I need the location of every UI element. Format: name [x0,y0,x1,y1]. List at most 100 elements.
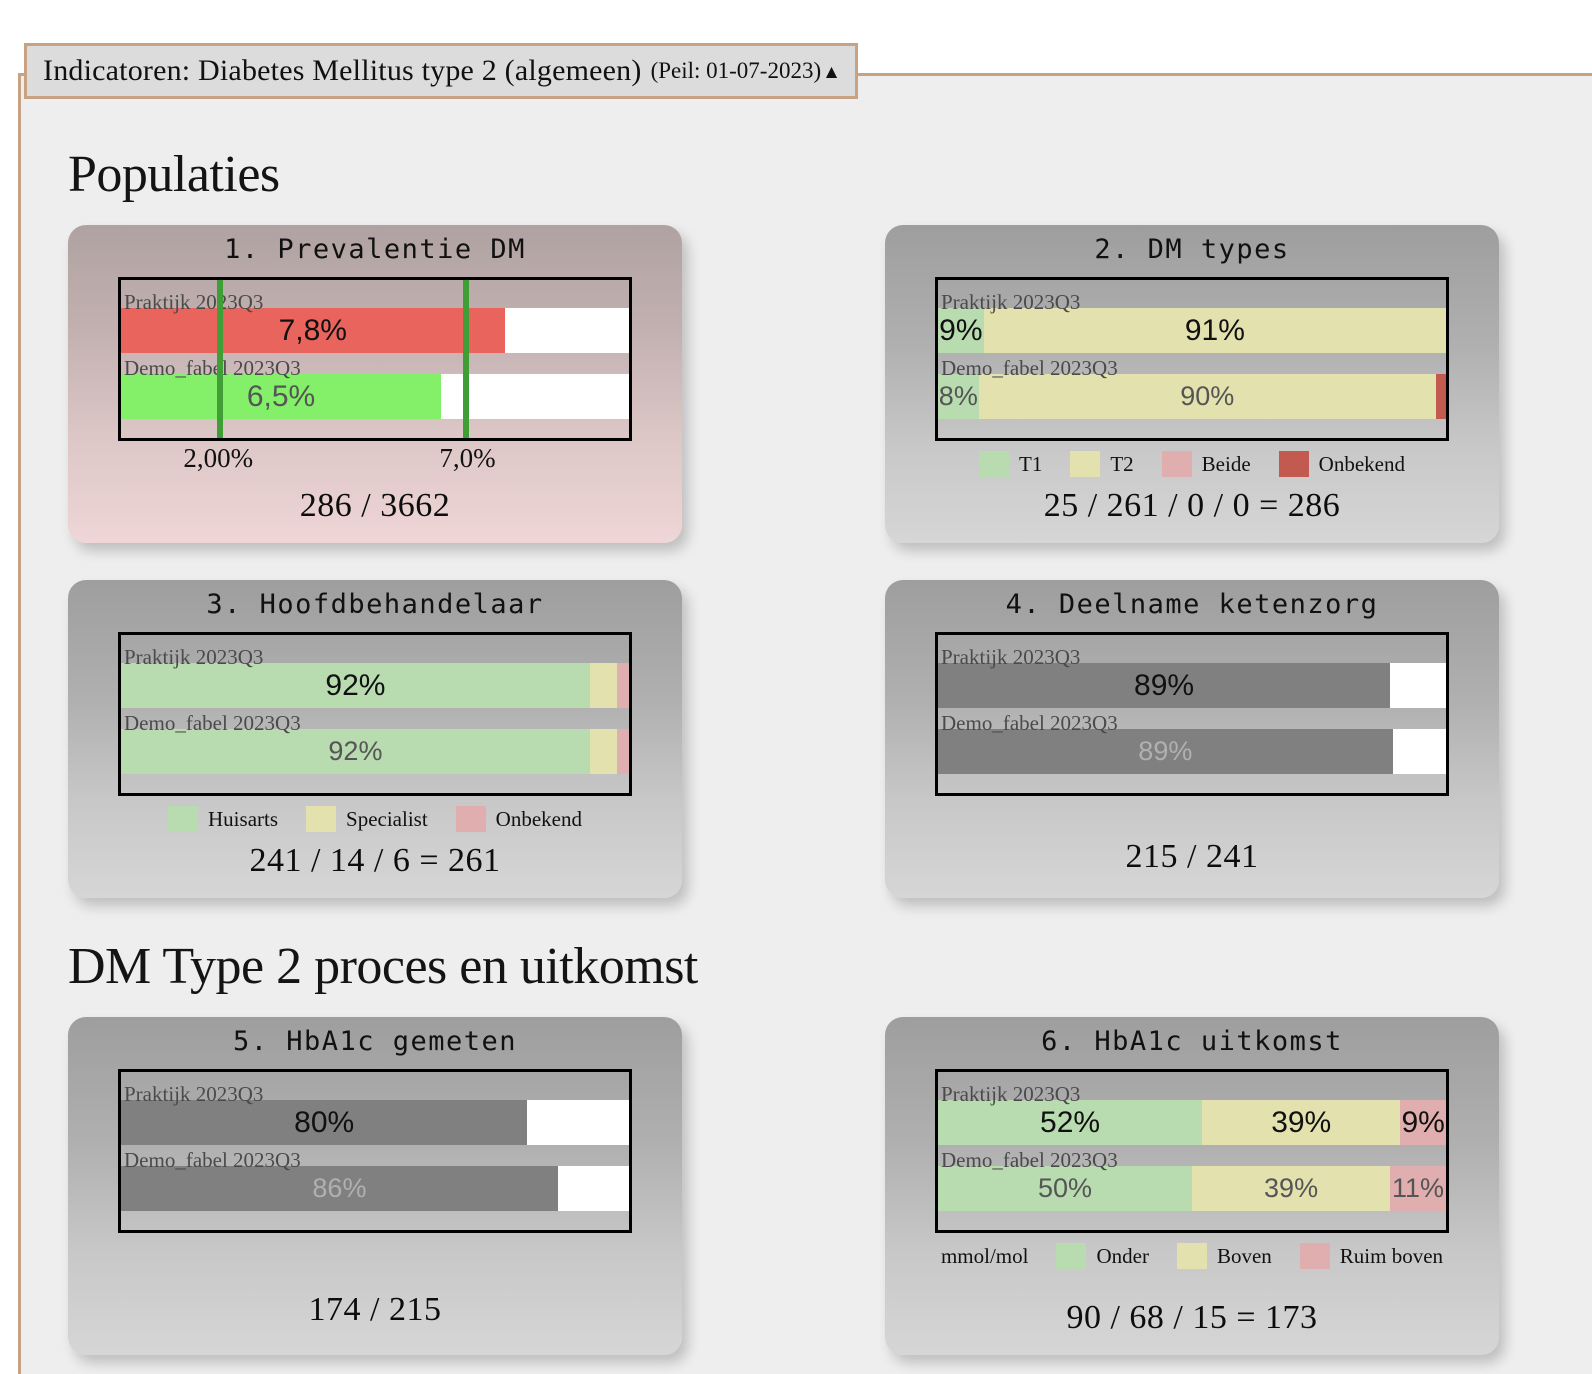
bar-segment: 7,8% [121,308,505,353]
bar-segment: 91% [983,308,1446,353]
bar-segment: 11% [1390,1166,1446,1211]
bar-segment: 39% [1192,1166,1391,1211]
bar-segment: 86% [121,1166,558,1211]
series-label: Demo_fabel 2023Q3 [941,356,1118,380]
axis-ticks: 2,00% 7,0% [118,441,632,483]
bar-segment [617,729,629,774]
legend-label: Onder [1096,1243,1149,1268]
card-counts: 241 / 14 / 6 = 261 [249,842,501,879]
chart-legend: T1 T2 Beide Onbekend [885,451,1499,477]
card-title: 6. HbA1c uitkomst [1041,1026,1343,1057]
bar-segment: 8% [938,374,979,419]
series-label: Praktijk 2023Q3 [941,645,1081,669]
legend-label: Ruim boven [1339,1243,1444,1268]
card-title: 2. DM types [1094,234,1290,265]
bar-segment [589,663,618,708]
bar-segment: 50% [938,1166,1192,1211]
bar-segment: 89% [938,663,1391,708]
series-label: Praktijk 2023Q3 [941,290,1081,314]
bar-track: 6,5% [121,374,629,419]
bar-track: 50% 39% 11% [938,1166,1446,1211]
indicator-card-dm-types[interactable]: 2. DM types Praktijk 2023Q3 9% 91% Demo_fabe… [885,225,1499,543]
bar-segment: 52% [938,1100,1203,1145]
bar-segment: 89% [938,729,1393,774]
axis-tick-label: 7,0% [439,443,496,473]
plot-inner: Praktijk 2023Q3 7,8% Demo_fabel 2023Q3 6,5% [121,280,629,438]
bar-segment: 39% [1202,1100,1401,1145]
axis-tick-label: 2,00% [183,443,254,473]
bar-segment [589,729,618,774]
section-heading-proces: DM Type 2 proces en uitkomst [68,938,698,995]
legend-swatch-icon [455,806,486,832]
plot-inner: Praktijk 2023Q3 52% 39% 9% Demo_fabel 2023Q3… [938,1072,1446,1230]
bar-track: 86% [121,1166,629,1211]
indicator-panel-header[interactable]: Indicatoren: Diabetes Mellitus type 2 (a… [24,43,858,99]
indicator-card-deelname-ketenzorg[interactable]: 4. Deelname ketenzorg Praktijk 2023Q3 89% D… [885,580,1499,898]
bar-segment: 9% [938,308,984,353]
card-plot-area: Praktijk 2023Q3 92% Demo_fabel 2023Q3 92% [118,632,632,796]
legend-label: T1 [1019,451,1043,476]
card-plot-area: Praktijk 2023Q3 89% Demo_fabel 2023Q3 89% [935,632,1449,796]
legend-swatch-icon [1299,1243,1330,1269]
plot-inner: Praktijk 2023Q3 9% 91% Demo_fabel 2023Q3 8% 9… [938,280,1446,438]
indicator-card-hoofdbehandelaar[interactable]: 3. Hoofdbehandelaar Praktijk 2023Q3 92% Dem… [68,580,682,898]
indicator-panel-title: Indicatoren: Diabetes Mellitus type 2 (a… [43,54,642,87]
bar-segment: 6,5% [121,374,442,419]
legend-swatch-icon [1070,451,1101,477]
bar-track: 92% [121,663,629,708]
legend-item: Onder [1056,1243,1149,1269]
legend-label: Huisarts [208,806,279,831]
card-counts: 174 / 215 [308,1291,442,1328]
legend-swatch-icon [979,451,1010,477]
card-plot-area: Praktijk 2023Q3 80% Demo_fabel 2023Q3 86% [118,1069,632,1233]
plot-inner: Praktijk 2023Q3 89% Demo_fabel 2023Q3 89% [938,635,1446,793]
legend-unit-label: mmol/mol [940,1243,1029,1268]
legend-item: Huisarts [168,806,278,832]
legend-item: Boven [1176,1243,1272,1269]
legend-label: Specialist [346,806,428,831]
legend-label: Boven [1216,1243,1272,1268]
bar-segment: 92% [121,729,590,774]
series-label: Praktijk 2023Q3 [124,290,264,314]
legend-item: Beide [1161,451,1251,477]
bar-track: 8% 90% [938,374,1446,419]
card-counts: 286 / 3662 [299,487,451,524]
card-title: 5. HbA1c gemeten [232,1026,518,1057]
chart-legend: Huisarts Specialist Onbekend [68,806,682,832]
card-title: 4. Deelname ketenzorg [1005,589,1379,620]
card-plot-area: Praktijk 2023Q3 52% 39% 9% Demo_fabel 2023Q3… [935,1069,1449,1233]
collapse-caret-icon[interactable]: ▲ [822,61,841,83]
series-label: Demo_fabel 2023Q3 [941,711,1118,735]
legend-label: Onbekend [1318,451,1405,476]
section-heading-populaties: Populaties [68,146,280,203]
indicator-panel-peil: (Peil: 01-07-2023) [650,58,822,83]
bar-track: 92% [121,729,629,774]
legend-swatch-icon [306,806,337,832]
indicator-card-hba1c-uitkomst[interactable]: 6. HbA1c uitkomst Praktijk 2023Q3 52% 39% 9%… [885,1017,1499,1355]
legend-item: Onbekend [1278,451,1405,477]
legend-label: Beide [1201,451,1251,476]
card-title: 1. Prevalentie DM [224,234,526,265]
bar-track: 89% [938,663,1446,708]
bar-segment: 92% [121,663,590,708]
legend-item: Specialist [306,806,428,832]
series-label: Demo_fabel 2023Q3 [124,1148,301,1172]
indicator-card-prevalentie-dm[interactable]: 1. Prevalentie DM Praktijk 2023Q3 7,8% Demo… [68,225,682,543]
indicator-card-hba1c-gemeten[interactable]: 5. HbA1c gemeten Praktijk 2023Q3 80% Demo_f… [68,1017,682,1355]
series-label: Praktijk 2023Q3 [941,1082,1081,1106]
legend-item: Onbekend [455,806,582,832]
card-counts: 25 / 261 / 0 / 0 = 286 [1043,487,1341,524]
bar-track: 89% [938,729,1446,774]
series-label: Praktijk 2023Q3 [124,1082,264,1106]
card-counts: 215 / 241 [1125,838,1259,875]
legend-label: T2 [1110,451,1134,476]
legend-swatch-icon [1278,451,1309,477]
series-label: Demo_fabel 2023Q3 [124,356,301,380]
bar-segment [617,663,629,708]
card-counts: 90 / 68 / 15 = 173 [1066,1299,1318,1336]
legend-item: T2 [1070,451,1134,477]
reference-line [217,280,224,438]
plot-inner: Praktijk 2023Q3 80% Demo_fabel 2023Q3 86% [121,1072,629,1230]
legend-item: Ruim boven [1299,1243,1444,1269]
